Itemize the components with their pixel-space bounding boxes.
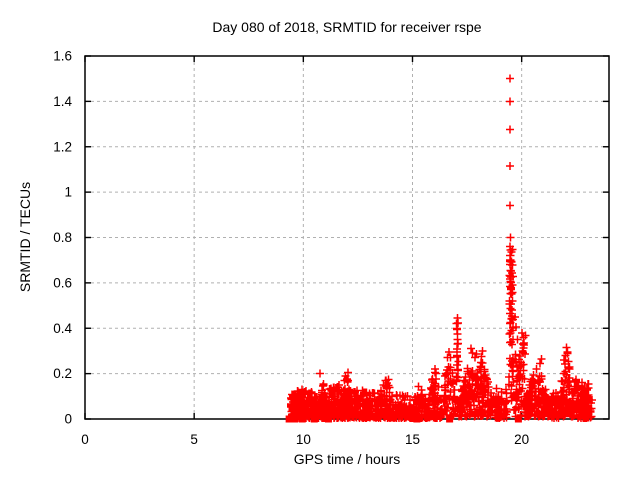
y-tick-label: 0.4 <box>53 321 72 336</box>
zero-marker-square <box>285 415 293 423</box>
chart-title: Day 080 of 2018, SRMTID for receiver rsp… <box>212 19 482 35</box>
y-tick-label: 0 <box>64 412 72 427</box>
zero-marker-square <box>324 415 332 423</box>
x-tick-label: 0 <box>81 432 89 447</box>
x-tick-label: 5 <box>190 432 198 447</box>
y-tick-label: 0.6 <box>53 275 72 290</box>
zero-marker-square <box>446 415 454 423</box>
zero-marker-square <box>291 415 299 423</box>
x-axis-label: GPS time / hours <box>293 451 401 467</box>
y-tick-label: 0.8 <box>53 230 72 245</box>
zero-marker-square <box>310 415 318 423</box>
x-tick-label: 10 <box>296 432 311 447</box>
zero-marker-square <box>514 415 522 423</box>
scatter-points <box>286 74 596 422</box>
y-tick-label: 1.4 <box>53 94 72 109</box>
x-tick-label: 20 <box>514 432 529 447</box>
y-tick-label: 0.2 <box>53 366 72 381</box>
y-tick-label: 1.6 <box>53 49 72 64</box>
x-tick-label: 15 <box>405 432 420 447</box>
zero-marker-square <box>413 415 421 423</box>
zero-marker-square <box>298 415 306 423</box>
y-tick-label: 1.2 <box>53 139 72 154</box>
y-tick-label: 1 <box>64 185 72 200</box>
